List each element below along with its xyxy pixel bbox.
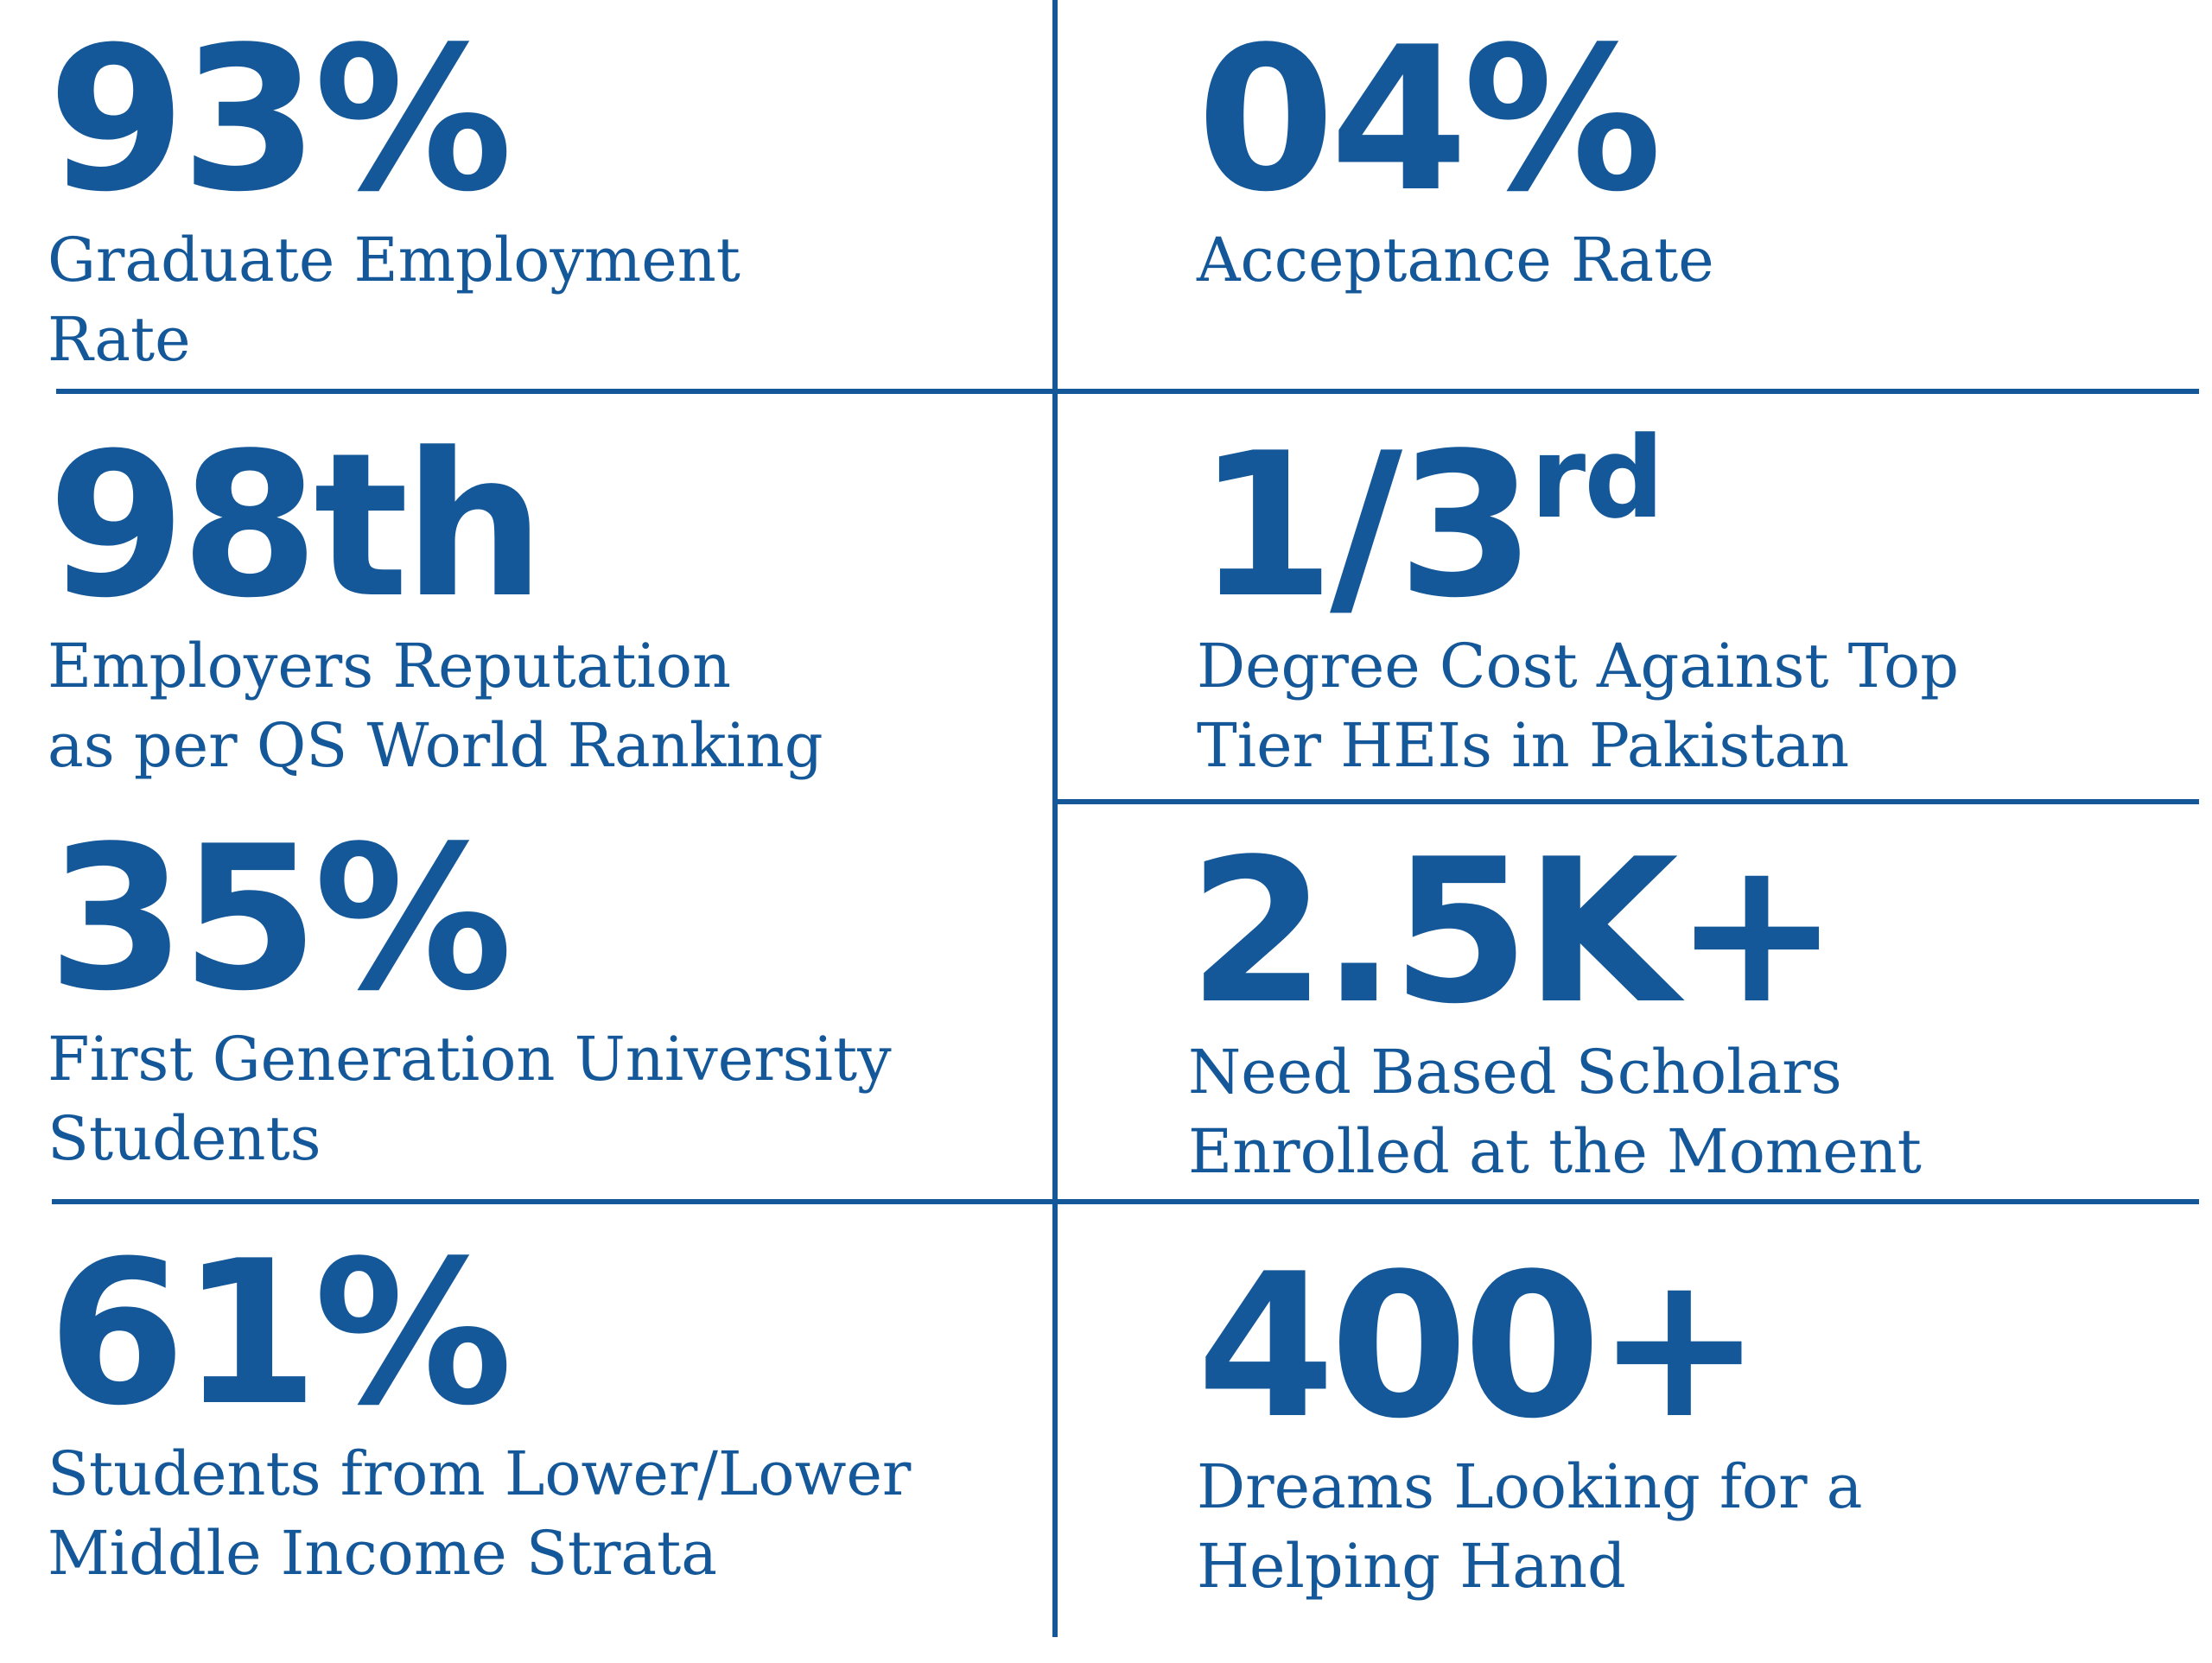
stat-label: Need Based Scholars Enrolled at the Mome… bbox=[1188, 1037, 1922, 1187]
stat-label: Degree Cost Against Top Tier HEIs in Pak… bbox=[1197, 631, 1960, 781]
stat-label: First Generation University Students bbox=[48, 1024, 892, 1174]
stat-graduate-employment: 93% Graduate Employment Rate bbox=[48, 22, 741, 379]
stat-first-generation: 35% First Generation University Students bbox=[48, 821, 892, 1178]
stat-value: 400+ bbox=[1197, 1232, 1763, 1463]
stat-label: Students from Lower/Lower Middle Income … bbox=[48, 1438, 912, 1589]
stat-label: Acceptance Rate bbox=[1197, 225, 1714, 295]
stat-value: 35% bbox=[48, 804, 513, 1035]
stat-dreams-helping-hand: 400+ Dreams Looking for a Helping Hand bbox=[1197, 1248, 1863, 1606]
stat-value: 61% bbox=[48, 1219, 513, 1450]
stat-value: 1/3rd bbox=[1197, 411, 1664, 642]
stat-income-strata: 61% Students from Lower/Lower Middle Inc… bbox=[48, 1235, 911, 1593]
stat-employers-reputation: 98th Employers Reputation as per QS Worl… bbox=[48, 428, 823, 785]
stat-label: Dreams Looking for a Helping Hand bbox=[1197, 1451, 1863, 1602]
stat-value: 98th bbox=[48, 411, 545, 642]
stat-value: 04% bbox=[1197, 5, 1662, 236]
vertical-divider bbox=[1052, 0, 1058, 1637]
stat-degree-cost: 1/3rd Degree Cost Against Top Tier HEIs … bbox=[1197, 411, 1960, 785]
row-divider-2 bbox=[1052, 799, 2199, 804]
row-divider-3 bbox=[52, 1199, 2199, 1204]
stat-value: 93% bbox=[48, 5, 513, 236]
stat-value: 2.5K+ bbox=[1188, 817, 1840, 1048]
stat-need-based-scholars: 2.5K+ Need Based Scholars Enrolled at th… bbox=[1188, 834, 1922, 1191]
stat-label: Employers Reputation as per QS World Ran… bbox=[48, 631, 823, 781]
stat-value-suffix: rd bbox=[1530, 412, 1664, 543]
stat-acceptance-rate: 04% Acceptance Rate bbox=[1197, 22, 1714, 300]
stat-label: Graduate Employment Rate bbox=[48, 225, 741, 375]
row-divider-1 bbox=[56, 389, 2199, 394]
